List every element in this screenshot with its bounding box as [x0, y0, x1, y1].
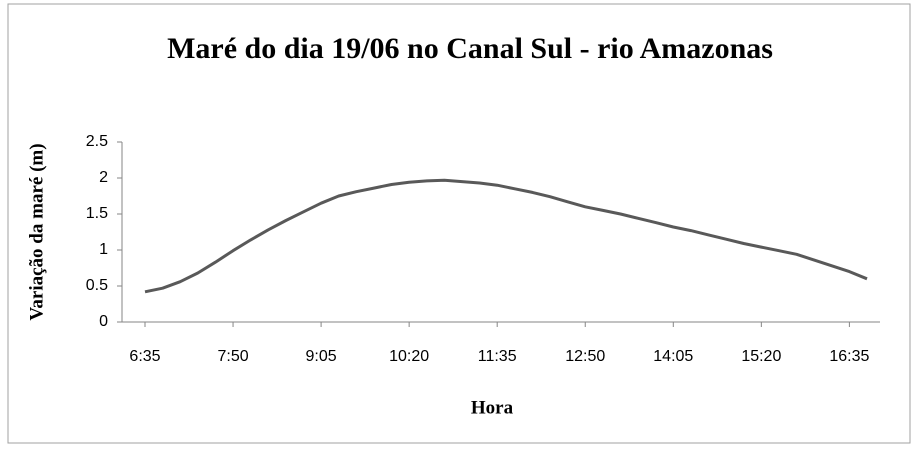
y-tick-label: 1.5	[86, 205, 108, 222]
y-tick-label: 0.5	[86, 277, 108, 294]
y-tick-label: 1	[99, 241, 108, 258]
x-tick-label: 14:05	[653, 348, 693, 365]
y-tick-label: 0	[99, 313, 108, 330]
y-axis-label: Variação da maré (m)	[26, 143, 47, 320]
x-tick-label: 16:35	[829, 348, 869, 365]
x-tick-label: 7:50	[217, 348, 248, 365]
chart-frame	[7, 3, 911, 444]
x-tick-label: 11:35	[478, 348, 517, 365]
x-tick-label: 12:50	[565, 348, 605, 365]
x-tick-label: 10:20	[389, 348, 429, 365]
data-line	[144, 178, 868, 294]
chart-title: Maré do dia 19/06 no Canal Sul - rio Ama…	[167, 32, 773, 65]
x-tick-label: 6:35	[129, 348, 160, 365]
x-axis-label: Hora	[471, 397, 514, 418]
x-tick-label: 15:20	[741, 348, 781, 365]
x-tick-label: 9:05	[306, 348, 337, 365]
y-tick-label: 2	[99, 169, 108, 186]
y-tick-label: 2.5	[86, 133, 108, 150]
